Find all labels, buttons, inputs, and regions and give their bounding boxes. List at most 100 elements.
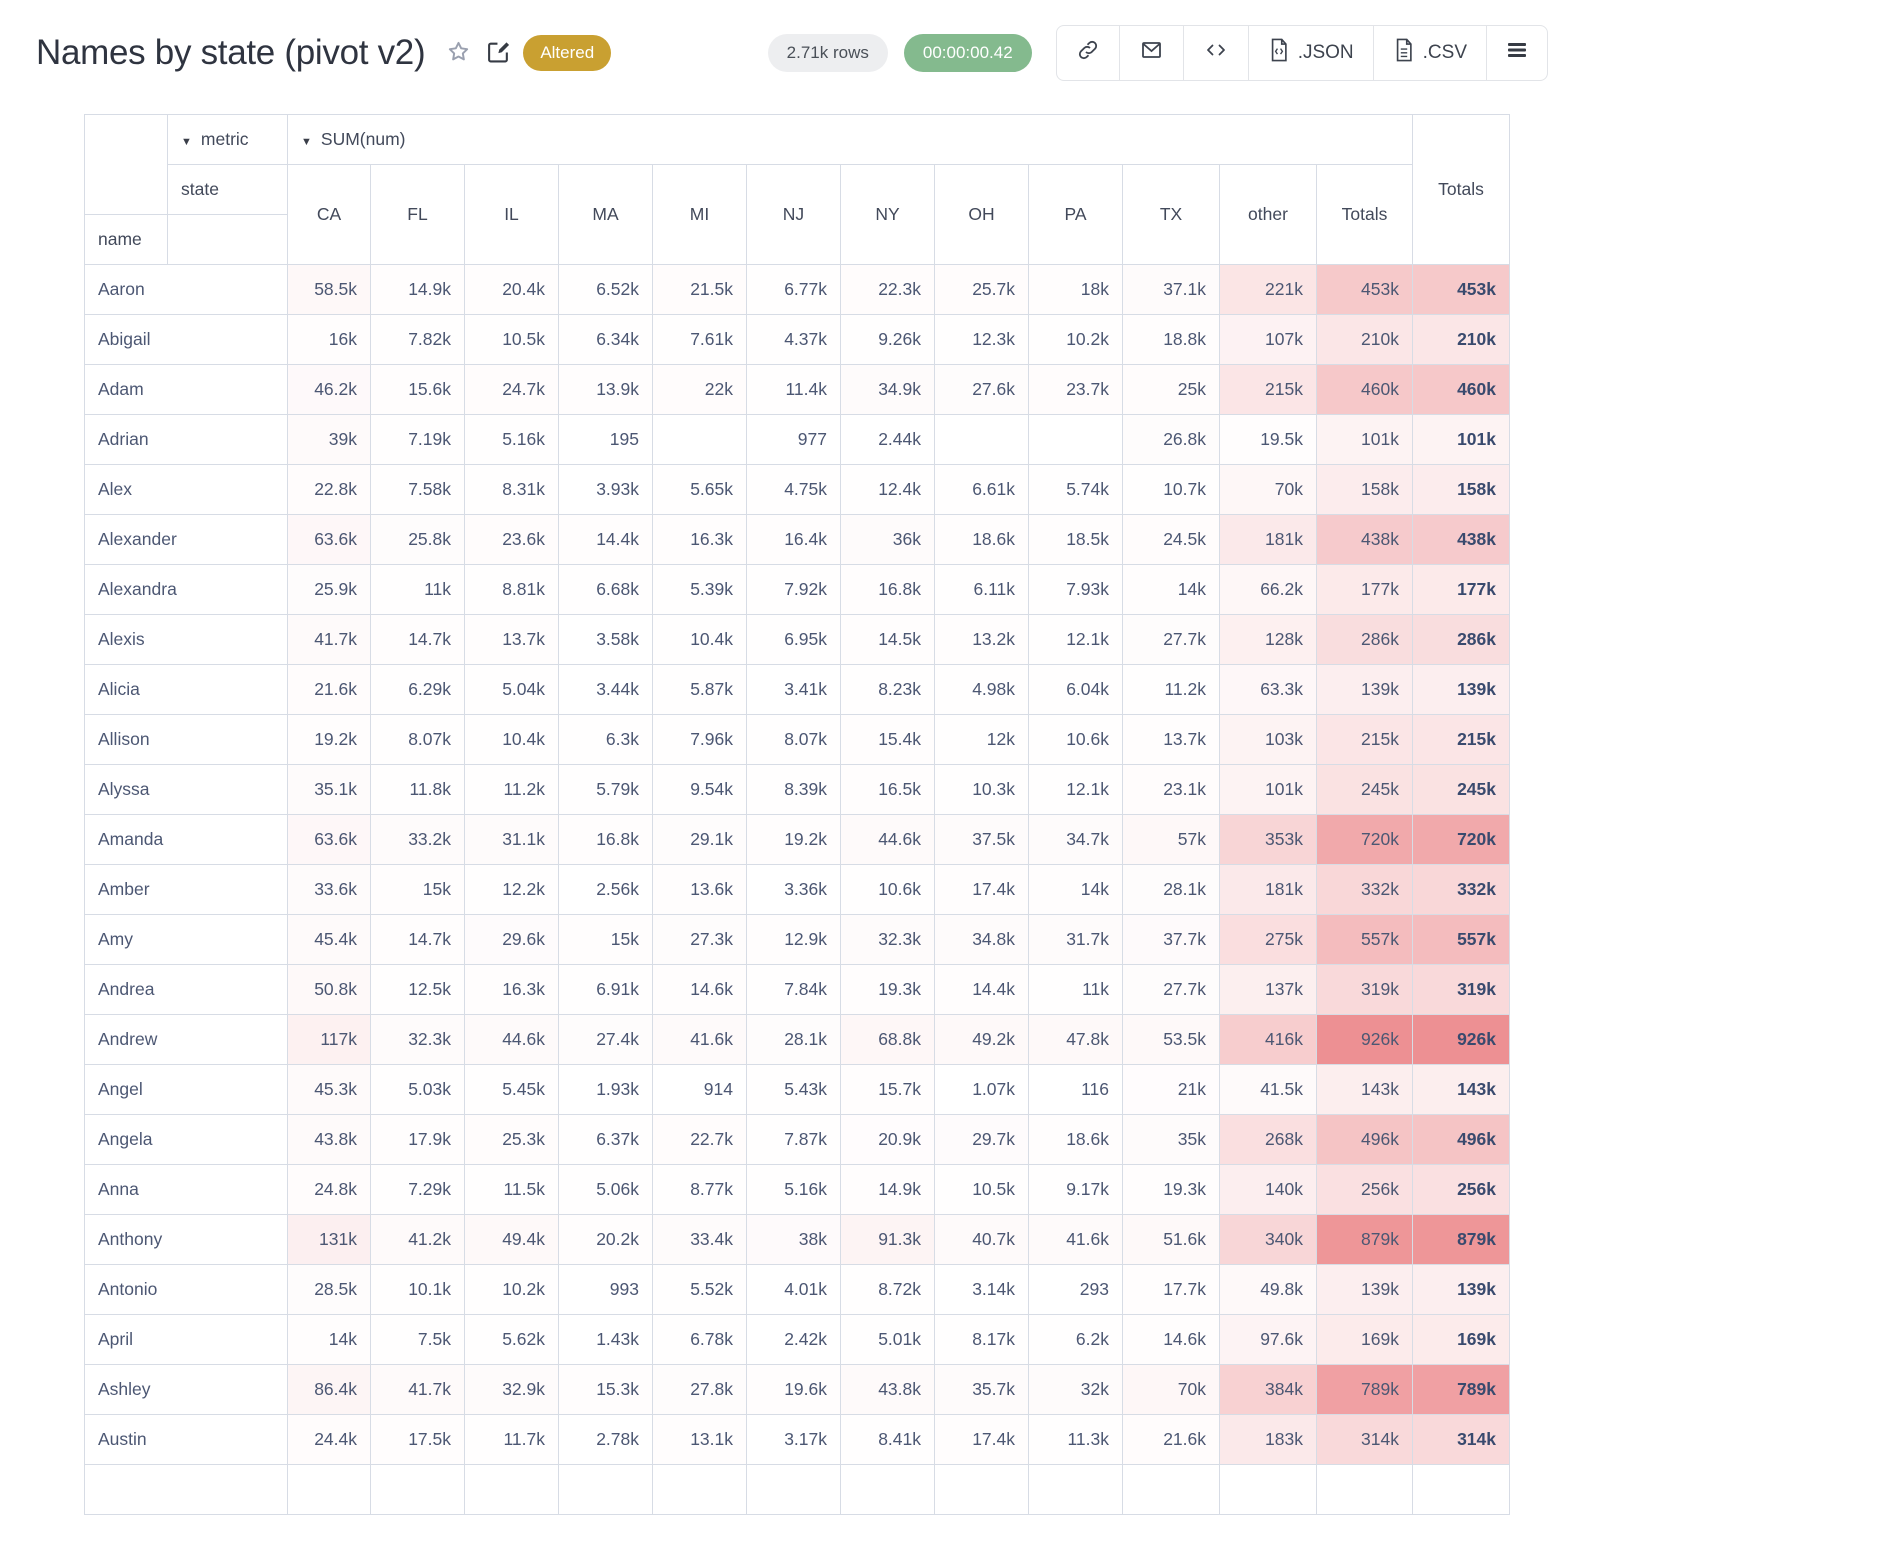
row-grand-total[interactable]: 139k (1412, 1264, 1510, 1315)
pivot-cell[interactable]: 256k (1316, 1164, 1413, 1215)
pivot-cell[interactable]: 70k (1219, 464, 1317, 515)
pivot-cell[interactable]: 11.5k (464, 1164, 559, 1215)
pivot-cell[interactable]: 13.7k (464, 614, 559, 665)
row-grand-total[interactable]: 438k (1412, 514, 1510, 565)
pivot-cell[interactable]: 25k (1122, 364, 1220, 415)
pivot-cell[interactable]: 5.62k (464, 1314, 559, 1365)
pivot-cell[interactable]: 15.7k (840, 1064, 935, 1115)
pivot-cell[interactable]: 6.68k (558, 564, 653, 615)
row-label[interactable]: Angela (84, 1114, 288, 1165)
pivot-cell[interactable]: 14.9k (370, 264, 465, 315)
pivot-cell[interactable]: 24.4k (287, 1414, 371, 1465)
pivot-cell[interactable]: 35k (1122, 1114, 1220, 1165)
pivot-cell[interactable]: 977 (746, 414, 841, 465)
embed-button[interactable] (1182, 26, 1248, 80)
pivot-cell[interactable]: 131k (287, 1214, 371, 1265)
pivot-cell[interactable]: 10.2k (464, 1264, 559, 1315)
pivot-cell[interactable]: 49.4k (464, 1214, 559, 1265)
pivot-cell[interactable]: 5.87k (652, 664, 747, 715)
row-label[interactable]: Aaron (84, 264, 288, 315)
pivot-cell[interactable]: 12.4k (840, 464, 935, 515)
pivot-cell[interactable]: 993 (558, 1264, 653, 1315)
pivot-cell[interactable]: 7.84k (746, 964, 841, 1015)
pivot-cell[interactable]: 27.4k (558, 1014, 653, 1065)
pivot-cell[interactable]: 31.1k (464, 814, 559, 865)
row-grand-total[interactable]: 158k (1412, 464, 1510, 515)
pivot-cell[interactable]: 384k (1219, 1364, 1317, 1415)
pivot-cell[interactable]: 5.74k (1028, 464, 1123, 515)
row-grand-total[interactable]: 332k (1412, 864, 1510, 915)
pivot-cell[interactable]: 195 (558, 414, 653, 465)
pivot-cell[interactable]: 20.9k (840, 1114, 935, 1165)
row-label[interactable]: Antonio (84, 1264, 288, 1315)
pivot-cell[interactable]: 6.2k (1028, 1314, 1123, 1365)
pivot-cell[interactable]: 27.3k (652, 914, 747, 965)
pivot-cell[interactable]: 14.4k (934, 964, 1029, 1015)
row-label[interactable]: Abigail (84, 314, 288, 365)
pivot-cell[interactable]: 8.77k (652, 1164, 747, 1215)
pivot-cell[interactable]: 1.07k (934, 1064, 1029, 1115)
row-label[interactable]: Alexander (84, 514, 288, 565)
state-column-header-tx[interactable]: TX (1122, 164, 1220, 265)
pivot-cell[interactable]: 181k (1219, 864, 1317, 915)
pivot-cell[interactable]: 3.36k (746, 864, 841, 915)
pivot-cell[interactable]: 13.6k (652, 864, 747, 915)
state-column-header-fl[interactable]: FL (370, 164, 465, 265)
pivot-cell[interactable]: 12.1k (1028, 764, 1123, 815)
pivot-cell[interactable]: 45.4k (287, 914, 371, 965)
pivot-cell[interactable]: 140k (1219, 1164, 1317, 1215)
pivot-cell[interactable]: 11.2k (464, 764, 559, 815)
pivot-cell[interactable]: 6.91k (558, 964, 653, 1015)
state-column-header-ca[interactable]: CA (287, 164, 371, 265)
pivot-cell[interactable]: 137k (1219, 964, 1317, 1015)
pivot-cell[interactable]: 8.07k (370, 714, 465, 765)
pivot-cell[interactable]: 97.6k (1219, 1314, 1317, 1365)
pivot-cell[interactable]: 17.4k (934, 1414, 1029, 1465)
row-grand-total[interactable]: 453k (1412, 264, 1510, 315)
pivot-cell[interactable]: 17.5k (370, 1414, 465, 1465)
pivot-cell[interactable]: 34.7k (1028, 814, 1123, 865)
pivot-cell[interactable]: 68.8k (840, 1014, 935, 1065)
pivot-cell[interactable]: 24.8k (287, 1164, 371, 1215)
pivot-cell[interactable]: 10.5k (934, 1164, 1029, 1215)
state-column-header-nj[interactable]: NJ (746, 164, 841, 265)
row-label[interactable]: Amber (84, 864, 288, 915)
pivot-cell[interactable]: 7.93k (1028, 564, 1123, 615)
pivot-cell[interactable]: 6.29k (370, 664, 465, 715)
pivot-cell[interactable]: 245k (1316, 764, 1413, 815)
state-column-header-other[interactable]: other (1219, 164, 1317, 265)
pivot-cell[interactable]: 6.52k (558, 264, 653, 315)
pivot-cell[interactable]: 25.3k (464, 1114, 559, 1165)
pivot-cell[interactable]: 41.7k (287, 614, 371, 665)
pivot-cell[interactable]: 14.7k (370, 614, 465, 665)
pivot-cell[interactable]: 17.4k (934, 864, 1029, 915)
pivot-cell[interactable]: 49.8k (1219, 1264, 1317, 1315)
pivot-cell[interactable]: 7.19k (370, 414, 465, 465)
pivot-cell[interactable]: 2.44k (840, 414, 935, 465)
pivot-cell[interactable]: 879k (1316, 1214, 1413, 1265)
pivot-cell[interactable]: 45.3k (287, 1064, 371, 1115)
pivot-cell[interactable]: 453k (1316, 264, 1413, 315)
pivot-cell[interactable]: 70k (1122, 1364, 1220, 1415)
pivot-cell[interactable]: 438k (1316, 514, 1413, 565)
pivot-cell[interactable]: 14.9k (840, 1164, 935, 1215)
pivot-cell[interactable]: 8.72k (840, 1264, 935, 1315)
row-label[interactable]: Amy (84, 914, 288, 965)
pivot-cell[interactable]: 41.7k (370, 1364, 465, 1415)
pivot-cell[interactable]: 16.8k (840, 564, 935, 615)
row-grand-total[interactable]: 496k (1412, 1114, 1510, 1165)
pivot-cell[interactable]: 128k (1219, 614, 1317, 665)
pivot-cell[interactable]: 19.3k (840, 964, 935, 1015)
pivot-cell[interactable]: 2.78k (558, 1414, 653, 1465)
pivot-cell[interactable]: 19.2k (287, 714, 371, 765)
pivot-cell[interactable]: 29.7k (934, 1114, 1029, 1165)
pivot-cell[interactable]: 314k (1316, 1414, 1413, 1465)
sum-num-dropdown[interactable]: ▼ SUM(num) (287, 114, 1413, 165)
pivot-cell[interactable]: 27.7k (1122, 964, 1220, 1015)
pivot-cell[interactable]: 4.37k (746, 314, 841, 365)
pivot-cell[interactable]: 32.3k (840, 914, 935, 965)
pivot-cell[interactable]: 16k (287, 314, 371, 365)
pivot-cell[interactable]: 3.58k (558, 614, 653, 665)
pivot-cell[interactable]: 8.17k (934, 1314, 1029, 1365)
row-grand-total[interactable]: 319k (1412, 964, 1510, 1015)
